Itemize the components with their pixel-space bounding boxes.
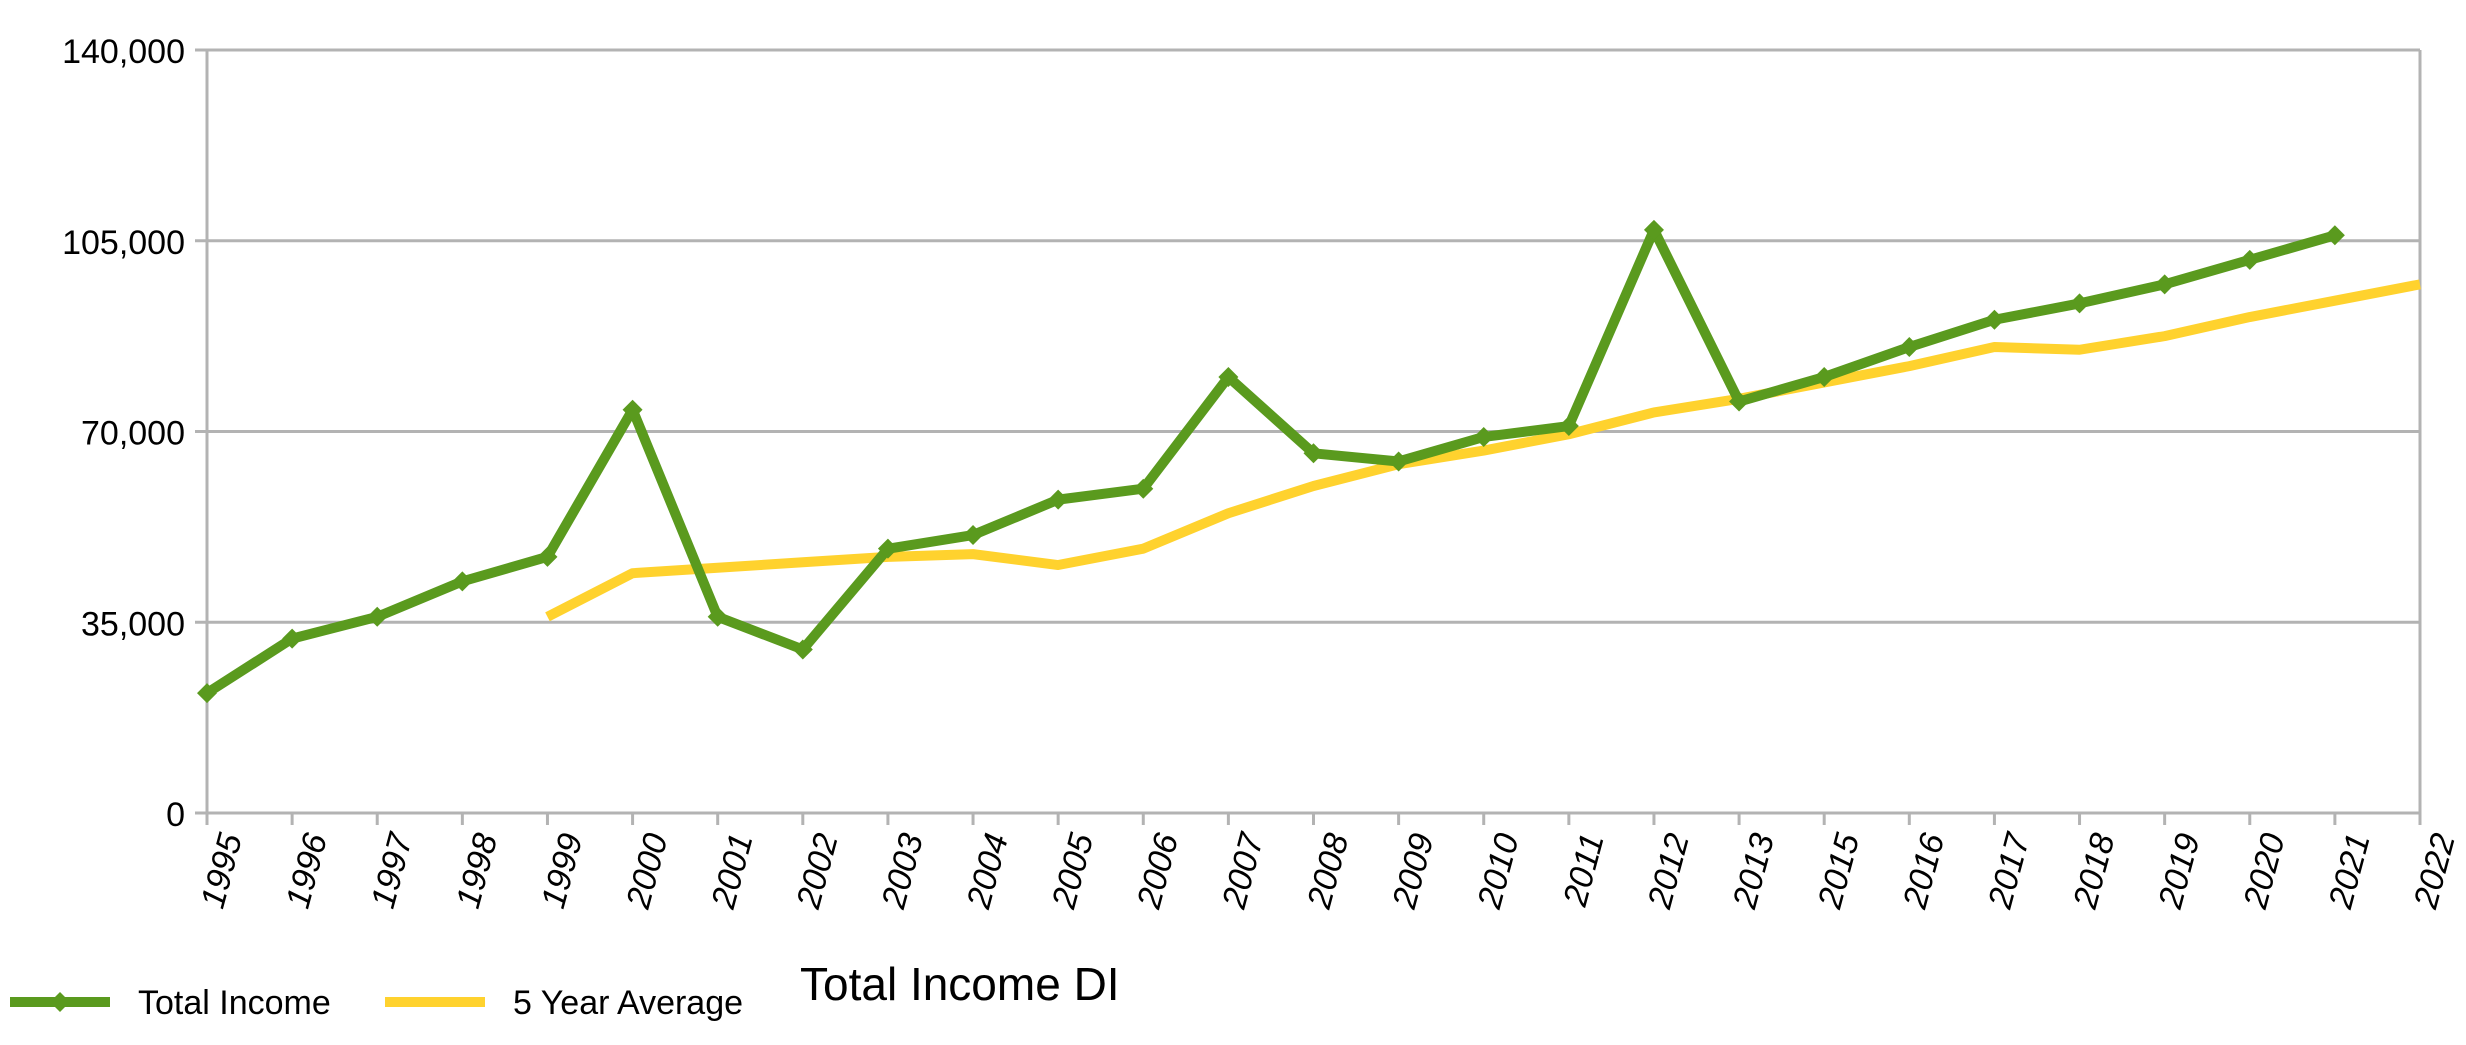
- legend-item: Total Income: [10, 984, 331, 1022]
- y-tick-label: 105,000: [62, 224, 185, 262]
- data-point-marker: [1729, 391, 1750, 412]
- x-tick-label: 2009: [1385, 829, 1442, 913]
- data-point-marker: [1814, 367, 1835, 387]
- data-point-marker: [367, 606, 388, 627]
- data-point-marker: [2239, 249, 2260, 270]
- legend-label: 5 Year Average: [513, 984, 743, 1022]
- data-point-marker: [1643, 219, 1664, 240]
- data-point-marker: [877, 538, 898, 559]
- data-point-marker: [1984, 309, 2005, 330]
- x-tick-label: 2018: [2066, 829, 2123, 913]
- legend-item: 5 Year Average: [385, 984, 743, 1022]
- x-tick-label: 2000: [619, 829, 676, 913]
- x-tick-label: 2019: [2151, 829, 2208, 913]
- data-point-marker: [2154, 274, 2175, 295]
- x-tick-label: 2022: [2406, 829, 2463, 913]
- data-point-marker: [197, 683, 217, 704]
- x-tick-label: 2021: [2321, 829, 2378, 913]
- y-tick-label: 35,000: [81, 605, 185, 643]
- y-tick-label: 70,000: [81, 415, 185, 453]
- x-tick-label: 2011: [1556, 829, 1612, 910]
- data-point-marker: [622, 399, 643, 420]
- axes: [195, 48, 2422, 825]
- legend-marker: [50, 992, 70, 1012]
- x-tick-label: 1998: [449, 829, 505, 912]
- data-point-marker: [1048, 489, 1069, 510]
- x-tick-label: 2016: [1896, 829, 1953, 913]
- x-tick-label: 1996: [279, 829, 335, 912]
- x-tick-label: 2003: [874, 829, 931, 913]
- x-tick-label: 2008: [1300, 829, 1357, 913]
- x-tick-label: 2020: [2236, 829, 2293, 913]
- x-tick-label: 2010: [1470, 829, 1527, 913]
- x-tick-label: 2007: [1215, 828, 1272, 913]
- y-tick-label: 140,000: [62, 33, 185, 71]
- x-tick-label: 2002: [789, 829, 846, 913]
- data-point-marker: [792, 639, 813, 660]
- series-line-5-year-average: [545, 279, 2421, 622]
- x-tick-label: 2001: [704, 829, 761, 913]
- x-tick-label: 1997: [364, 828, 421, 912]
- data-point-marker: [282, 628, 303, 649]
- data-point-marker: [1388, 451, 1409, 472]
- x-tick-labels: 1995 1996 1997 1998 1999 2000 2001 2002 2003 2004…: [194, 828, 2463, 913]
- gridlines: [207, 48, 2420, 624]
- data-point-marker: [1473, 426, 1494, 447]
- legend-label: Total Income: [138, 984, 331, 1022]
- x-tick-label: 2005: [1045, 829, 1102, 913]
- x-tick-label: 1999: [534, 829, 590, 912]
- data-point-marker: [707, 606, 728, 627]
- x-tick-label: 2004: [959, 829, 1016, 913]
- legend: Total Income 5 Year Average: [10, 984, 743, 1022]
- y-tick-labels: 0 35,000 70,000 105,000 140,000: [62, 33, 185, 834]
- data-point-marker: [1303, 443, 1324, 464]
- data-point-marker: [1133, 478, 1154, 499]
- x-tick-label: 1995: [194, 829, 250, 912]
- series-line-total-income: [204, 224, 2337, 698]
- data-point-marker: [537, 546, 558, 567]
- x-tick-label: 2017: [1981, 828, 2038, 913]
- data-point-marker: [963, 525, 984, 546]
- data-point-marker: [1899, 337, 1920, 358]
- series-lines: [197, 219, 2421, 704]
- data-point-marker: [2324, 225, 2345, 246]
- x-tick-label: 2012: [1640, 829, 1697, 913]
- data-point-marker: [2069, 293, 2090, 314]
- data-point-marker: [1558, 416, 1579, 437]
- chart-title: Total Income DI: [800, 958, 1120, 1010]
- y-tick-label: 0: [166, 796, 185, 834]
- x-tick-label: 2013: [1725, 829, 1782, 913]
- data-point-marker: [452, 571, 473, 592]
- x-tick-label: 2015: [1811, 829, 1868, 913]
- data-point-marker: [1218, 367, 1239, 387]
- x-tick-label: 2006: [1130, 829, 1187, 913]
